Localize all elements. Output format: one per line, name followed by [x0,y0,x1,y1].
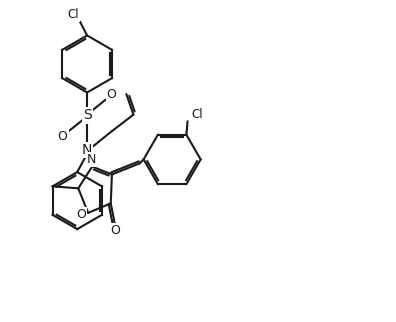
Text: O: O [76,208,86,221]
Text: N: N [82,143,92,157]
Text: O: O [110,224,120,237]
Text: N: N [87,153,96,166]
Text: S: S [83,109,91,122]
Text: O: O [107,88,116,101]
Text: Cl: Cl [67,8,79,21]
Text: O: O [58,130,67,143]
Text: Cl: Cl [191,109,203,121]
